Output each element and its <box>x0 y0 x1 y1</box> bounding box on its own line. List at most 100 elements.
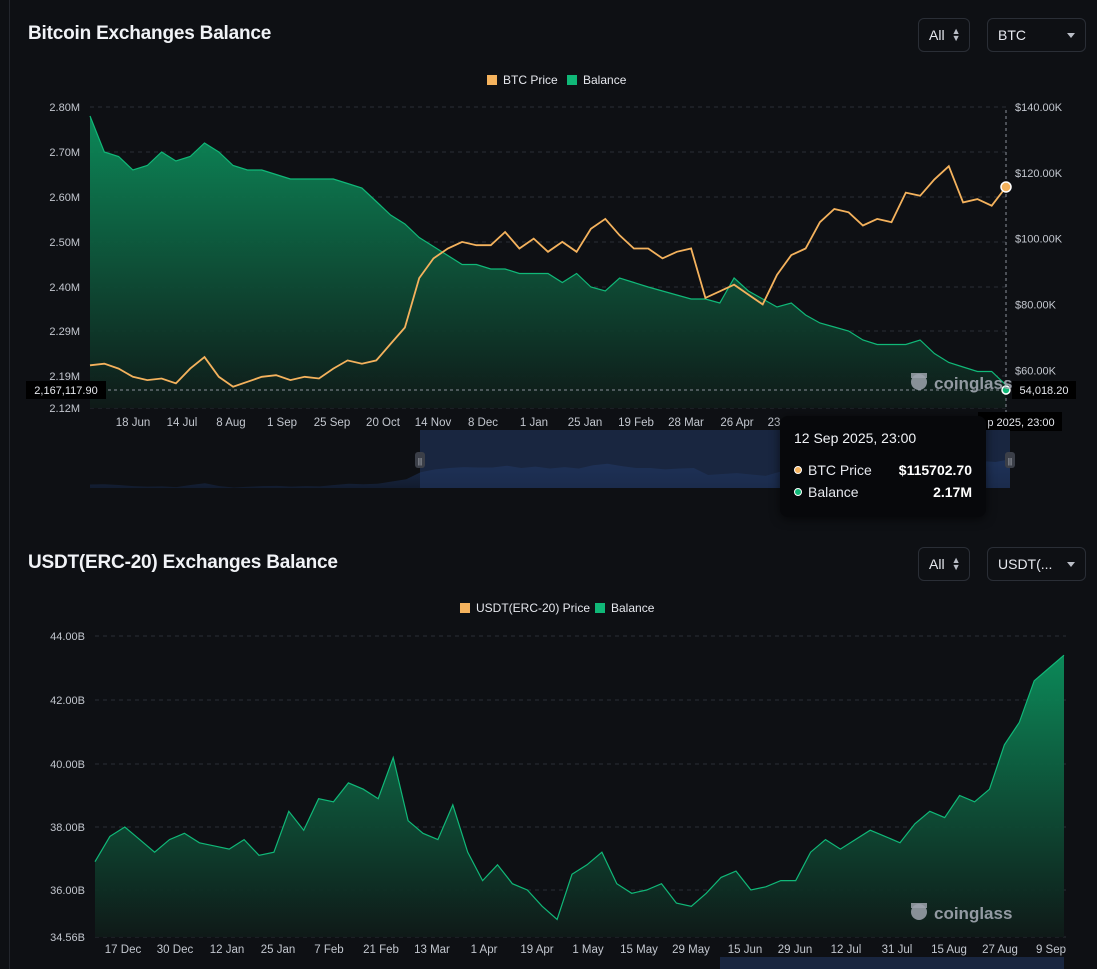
usdt-chart: USDT(ERC-20) Price Balance 44.00B42.00B4… <box>50 601 1066 969</box>
usdt-legend-balance[interactable]: Balance <box>611 601 655 615</box>
x-tick-label: 9 Sep <box>1036 944 1066 956</box>
tooltip-balance-label: Balance <box>808 484 859 500</box>
coinglass-logo-icon <box>911 903 927 920</box>
x-tick-label: 1 May <box>572 944 604 956</box>
btc-asset-select[interactable]: BTC <box>987 18 1086 52</box>
x-tick-label: 1 Apr <box>471 944 498 956</box>
y-tick-label: 38.00B <box>50 822 85 834</box>
btc-x-axis-labels: 18 Jun 14 Jul 8 Aug 1 Sep 25 Sep 20 Oct 14 Nov… <box>116 417 781 429</box>
navigator-right-handle[interactable] <box>1005 452 1015 468</box>
y-tick-label: 42.00B <box>50 695 85 707</box>
x-tick-label: 15 May <box>620 944 658 956</box>
usdt-asset-select[interactable]: USDT(... <box>987 547 1086 581</box>
usdt-range-label: All <box>929 556 945 572</box>
y-right-tick-label: $60.00K <box>1015 365 1057 377</box>
balance-dot-icon <box>794 488 802 496</box>
y-tick-label: 2.12M <box>49 403 80 415</box>
x-tick-label: 17 Dec <box>105 944 142 956</box>
btc-price-line <box>89 164 1007 388</box>
x-tick-label: 25 Jan <box>568 417 603 429</box>
x-tick-label: 12 Jul <box>831 944 862 956</box>
btc-tooltip: 12 Sep 2025, 23:00 BTC Price $115702.70 … <box>780 416 986 517</box>
crosshair-right-box <box>1012 381 1076 399</box>
x-tick-label: 29 Jun <box>778 944 813 956</box>
x-tick-label: 25 Jan <box>261 944 296 956</box>
y-tick-label: 2.40M <box>49 282 80 294</box>
btc-range-label: All <box>929 27 945 43</box>
btc-balance-line <box>89 115 1007 386</box>
chevron-down-icon <box>1067 33 1075 38</box>
tooltip-price-label: BTC Price <box>808 462 872 478</box>
updown-icon: ▲ ▼ <box>951 555 961 572</box>
navigator-left-handle[interactable] <box>415 452 425 468</box>
x-tick-label: 18 Jun <box>116 417 151 429</box>
crosshair-left-box <box>26 381 106 399</box>
x-tick-label: 26 Apr <box>720 417 753 429</box>
price-marker <box>1000 181 1012 193</box>
usdt-asset-label: USDT(... <box>998 556 1053 572</box>
y-right-tick-label: $100.00K <box>1015 234 1063 246</box>
btc-panel-title: Bitcoin Exchanges Balance <box>28 23 272 44</box>
grip-icon: || <box>1008 457 1012 466</box>
legend-price-swatch <box>487 75 497 85</box>
x-tick-label: 1 Sep <box>267 417 297 429</box>
updown-icon: ▲ ▼ <box>951 26 961 43</box>
usdt-legend-price[interactable]: USDT(ERC-20) Price <box>476 601 590 615</box>
x-tick-label: 14 Jul <box>167 417 198 429</box>
btc-right-axis-labels: $140.00K $120.00K $100.00K $80.00K $60.00K <box>1015 102 1063 377</box>
x-tick-label: 19 Apr <box>520 944 553 956</box>
x-tick-label: 29 May <box>672 944 710 956</box>
y-tick-label: 40.00B <box>50 759 85 771</box>
usdt-panel-title: USDT(ERC-20) Exchanges Balance <box>28 552 338 573</box>
crosshair-date-box <box>978 412 1062 431</box>
btc-range-select[interactable]: All ▲ ▼ <box>918 18 970 52</box>
y-tick-label: 2.19M <box>49 371 80 383</box>
tooltip-date: 12 Sep 2025, 23:00 <box>794 430 917 446</box>
btc-asset-label: BTC <box>998 27 1026 43</box>
tooltip-price-value: $115702.70 <box>898 462 972 478</box>
x-tick-label: 8 Aug <box>216 417 245 429</box>
usdt-range-select[interactable]: All ▲ ▼ <box>918 547 970 581</box>
x-tick-label: 27 Aug <box>982 944 1018 956</box>
x-tick-label: 19 Feb <box>618 417 654 429</box>
x-tick-label: 15 Aug <box>931 944 967 956</box>
btc-legend-balance[interactable]: Balance <box>583 73 627 87</box>
y-tick-label: 36.00B <box>50 885 85 897</box>
x-tick-label: 30 Dec <box>157 944 194 956</box>
y-tick-label: 34.56B <box>50 932 85 944</box>
x-tick-label: 15 Jun <box>728 944 763 956</box>
x-tick-label: 25 Sep <box>314 417 350 429</box>
x-tick-label: 1 Jan <box>520 417 548 429</box>
y-right-tick-label: $120.00K <box>1015 168 1063 180</box>
y-tick-label: 2.80M <box>49 102 80 114</box>
tooltip-balance-row: Balance 2.17M <box>794 483 972 501</box>
crosshair-left-label: 2,167,117.90 <box>34 385 97 397</box>
y-tick-label: 2.50M <box>49 237 80 249</box>
left-border <box>9 0 10 969</box>
btc-left-axis-labels: 2.80M 2.70M 2.60M 2.50M 2.40M 2.29M 2.19M 2.12M <box>49 102 80 415</box>
btc-balance-area <box>90 116 1006 408</box>
legend-price-swatch <box>460 603 470 613</box>
usdt-left-axis-labels: 44.00B 42.00B 40.00B 38.00B 36.00B 34.56B <box>50 631 85 944</box>
grip-icon: || <box>418 457 422 466</box>
balance-marker <box>1001 385 1011 395</box>
usdt-balance-area <box>95 655 1064 937</box>
legend-balance-swatch <box>567 75 577 85</box>
chevron-down-icon <box>1067 562 1075 567</box>
btc-legend-price[interactable]: BTC Price <box>503 73 558 87</box>
usdt-balance-line <box>94 654 1065 921</box>
x-tick-label: 13 Mar <box>414 944 450 956</box>
btc-watermark: coinglass <box>934 374 1012 393</box>
usdt-x-axis-labels: 17 Dec 30 Dec 12 Jan 25 Jan 7 Feb 21 Feb 13 Ma… <box>105 944 1066 956</box>
usdt-navigator-selection[interactable] <box>720 957 1064 969</box>
usdt-watermark: coinglass <box>934 904 1012 923</box>
tooltip-price-row: BTC Price $115702.70 <box>794 461 972 479</box>
y-tick-label: 2.29M <box>49 326 80 338</box>
crosshair-date-label: p 2025, 23:00 <box>987 417 1054 429</box>
tooltip-balance-value: 2.17M <box>933 484 972 500</box>
x-tick-label: 7 Feb <box>314 944 343 956</box>
y-right-tick-label: $80.00K <box>1015 299 1057 311</box>
y-tick-label: 44.00B <box>50 631 85 643</box>
coinglass-logo-icon <box>911 373 927 390</box>
x-tick-label: 21 Feb <box>363 944 399 956</box>
